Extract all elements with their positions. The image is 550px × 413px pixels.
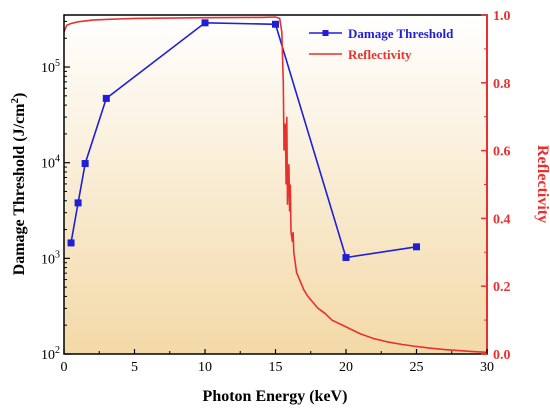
x-tick-label: 10 bbox=[198, 360, 212, 375]
x-axis-title: Photon Energy (keV) bbox=[203, 388, 348, 405]
legend-damage-marker bbox=[322, 30, 329, 36]
x-tick-label: 30 bbox=[480, 360, 494, 375]
y-left-tick-label: 105 bbox=[41, 58, 60, 76]
damage-threshold-point bbox=[102, 94, 110, 102]
legend: Damage Threshold Reflectivity bbox=[309, 26, 454, 62]
y-right-tick-label: 0.2 bbox=[493, 280, 511, 295]
y-right-tick-label: 0.8 bbox=[493, 77, 511, 92]
y-left-tick-label: 103 bbox=[41, 249, 60, 267]
damage-threshold-point bbox=[272, 20, 279, 28]
damage-threshold-point bbox=[342, 254, 350, 262]
y-right-tick-label: 0.6 bbox=[493, 145, 511, 160]
y-left-tick-label: 102 bbox=[41, 345, 60, 363]
damage-threshold-point bbox=[201, 19, 209, 27]
legend-reflectivity-label: Reflectivity bbox=[348, 47, 412, 62]
y-left-tick-label: 104 bbox=[41, 154, 60, 172]
y-right-tick-label: 0.0 bbox=[493, 348, 511, 363]
y-right-axis-title: Reflectivity bbox=[534, 145, 550, 223]
damage-threshold-point bbox=[81, 160, 89, 168]
x-tick-label: 20 bbox=[339, 360, 353, 375]
plot-background bbox=[64, 15, 487, 354]
x-tick-label: 0 bbox=[61, 360, 68, 375]
series-line-damage-threshold bbox=[70, 21, 417, 259]
y-right-tick-label: 0.4 bbox=[493, 212, 511, 227]
x-tick-label: 5 bbox=[131, 360, 138, 375]
x-tick-label: 25 bbox=[410, 360, 424, 375]
series-line-reflectivity bbox=[64, 16, 487, 354]
damage-threshold-point bbox=[413, 243, 420, 251]
y-left-axis-title: Damage Threshold (J/cm2) bbox=[9, 93, 28, 276]
x-tick-label: 15 bbox=[269, 360, 283, 375]
y-right-tick-label: 1.0 bbox=[493, 9, 511, 24]
legend-damage-label: Damage Threshold bbox=[348, 26, 454, 41]
damage-threshold-point bbox=[67, 239, 75, 247]
damage-threshold-point bbox=[74, 199, 82, 207]
